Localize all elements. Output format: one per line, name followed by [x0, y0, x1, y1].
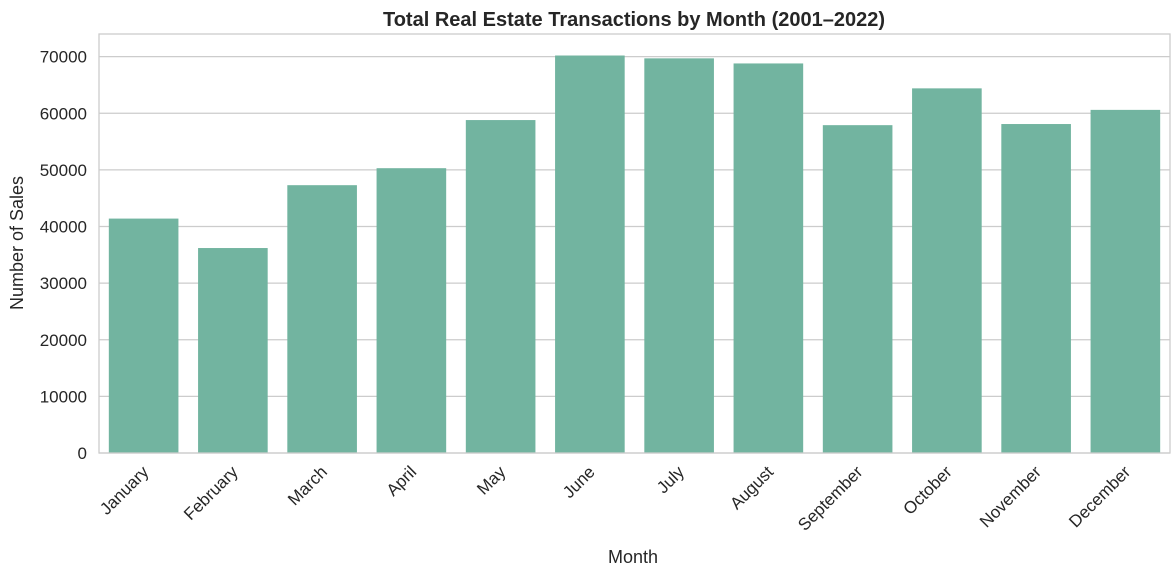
x-tick-label: June: [559, 462, 599, 502]
y-axis-ticks: 0 10000 20000 30000 40000 50000 60000 70000: [40, 48, 87, 463]
x-tick-label: December: [1065, 462, 1134, 531]
bars: [108, 55, 1161, 454]
x-tick-label: April: [383, 462, 420, 499]
x-tick-label: May: [473, 462, 509, 498]
y-tick-label: 60000: [40, 104, 87, 123]
y-tick-label: 30000: [40, 274, 87, 293]
bar-may: [465, 120, 536, 453]
plot-frame: [98, 33, 1171, 454]
x-tick-label: September: [794, 462, 866, 534]
bar-april: [376, 168, 447, 453]
bar-october: [912, 88, 982, 454]
bar-march: [287, 185, 357, 453]
x-axis-label: Month: [608, 547, 658, 567]
y-tick-label: 70000: [40, 48, 87, 67]
x-axis-ticks: January February March April May June July Augu…: [96, 462, 1134, 535]
y-tick-label: 10000: [40, 387, 87, 406]
bar-february: [198, 248, 268, 453]
x-tick-label: August: [726, 462, 777, 513]
x-tick-label: March: [284, 462, 331, 509]
bar-august: [733, 63, 804, 454]
chart-title: Total Real Estate Transactions by Month …: [383, 9, 885, 31]
y-tick-label: 50000: [40, 161, 87, 180]
bar-september: [822, 125, 893, 453]
y-tick-label: 20000: [40, 331, 87, 350]
y-tick-label: 40000: [40, 218, 87, 237]
bar-june: [555, 55, 625, 454]
x-tick-label: July: [653, 462, 688, 497]
gridlines: [99, 56, 1170, 454]
y-axis-label: Number of Sales: [7, 176, 27, 310]
x-tick-label: October: [899, 462, 955, 518]
bar-july: [644, 58, 714, 454]
x-tick-label: November: [976, 462, 1045, 531]
bar-november: [1001, 124, 1071, 453]
bar-december: [1090, 109, 1161, 453]
x-tick-label: January: [96, 462, 153, 519]
x-tick-label: February: [180, 462, 242, 524]
y-tick-label: 0: [78, 444, 87, 463]
bar-january: [108, 218, 179, 453]
